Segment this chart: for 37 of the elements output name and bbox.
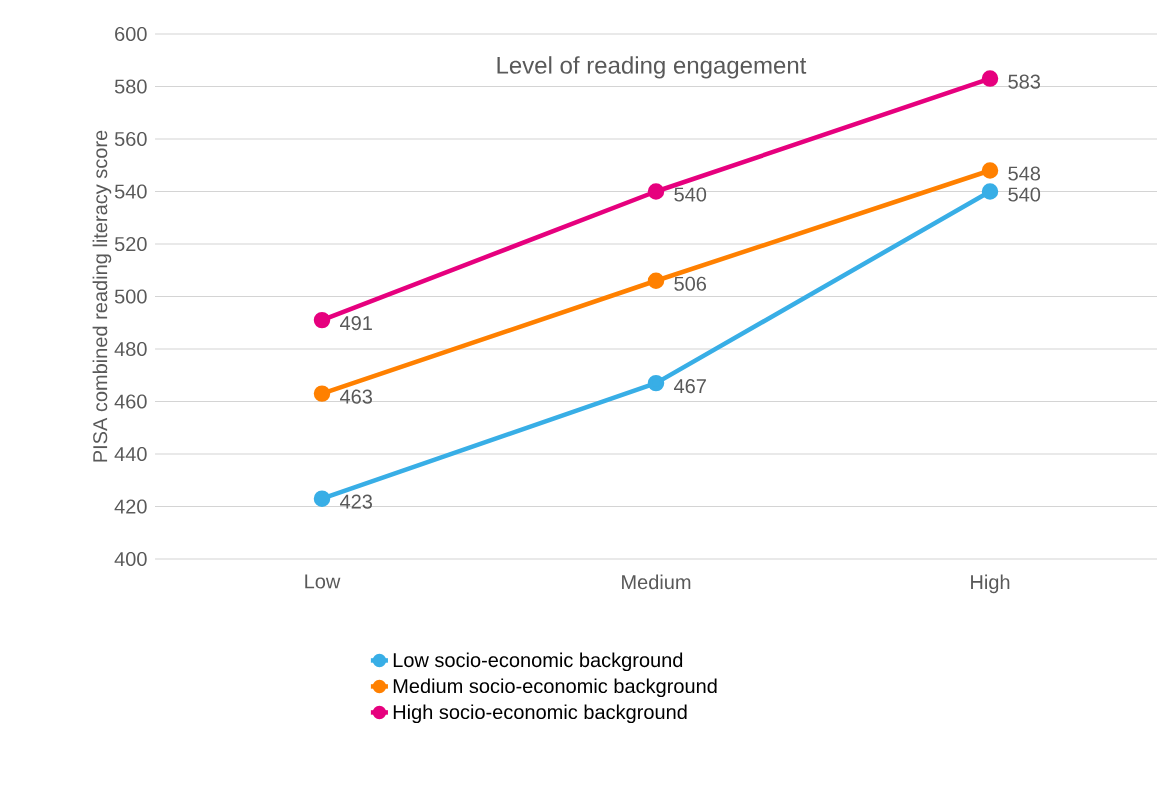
y-tick-label: 560 [114,131,147,147]
point [647,183,665,200]
y-tick-label: 500 [114,289,147,304]
data-label: 540 [674,187,707,202]
y-axis-title: PISA combined reading literacy score [92,130,112,462]
data-label: 423 [339,494,373,509]
data-label: 506 [674,276,707,291]
legend-label: High socio-economic background [393,704,687,724]
point [647,272,665,289]
data-label: 548 [1008,166,1041,181]
data-label: 583 [1008,74,1041,89]
y-tick-label: 540 [114,184,147,199]
y-tick-label: 520 [114,236,147,252]
y-tick-label: 400 [114,551,147,567]
data-label: 463 [339,389,373,404]
point [981,70,999,87]
x-tick-label: High [971,574,1010,594]
y-tick-label: 480 [114,341,147,357]
point [313,385,331,402]
y-tick-label: 440 [114,446,147,462]
y-tick-label: 600 [115,26,147,42]
y-tick-label: 580 [114,79,147,94]
y-tick-label: 420 [114,499,147,514]
point [313,490,331,507]
legend-label: Medium socio-economic background [393,678,717,698]
point [981,162,999,179]
data-label: 540 [1008,187,1041,202]
point [647,374,665,392]
legend-label: Low socio-economic background [393,652,683,672]
x-tick-label: Low [305,574,341,589]
point [981,183,999,200]
point [313,311,331,329]
data-label: 491 [339,316,372,331]
text: Level of reading engagement [497,56,807,79]
x-tick-label: Medium [622,574,691,590]
data-label: 467 [674,379,706,394]
y-tick-label: 460 [114,394,147,409]
